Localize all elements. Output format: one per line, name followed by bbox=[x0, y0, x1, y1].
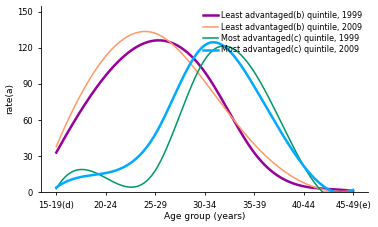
Least advantaged(b) quintile, 2009 bbox=[133, 32, 138, 35]
Least advantaged(b) quintile, 1999 bbox=[109, 67, 114, 70]
Least advantaged(b) quintile, 1999 bbox=[54, 151, 59, 154]
Most advantaged(c) quintile, 2009 bbox=[66, 179, 70, 182]
Most advantaged(c) quintile, 2009 bbox=[72, 177, 76, 180]
Y-axis label: rate(a): rate(a) bbox=[6, 84, 15, 114]
Least advantaged(b) quintile, 1999 bbox=[327, 188, 332, 190]
Line: Most advantaged(c) quintile, 1999: Most advantaged(c) quintile, 1999 bbox=[56, 46, 353, 192]
Most advantaged(c) quintile, 2009 bbox=[109, 170, 114, 173]
Most advantaged(c) quintile, 1999 bbox=[109, 180, 114, 182]
Most advantaged(c) quintile, 1999 bbox=[339, 191, 343, 194]
Least advantaged(b) quintile, 2009 bbox=[54, 145, 59, 148]
Least advantaged(b) quintile, 2009 bbox=[337, 190, 342, 193]
Most advantaged(c) quintile, 1999 bbox=[328, 191, 333, 194]
Least advantaged(b) quintile, 2009 bbox=[109, 48, 114, 51]
Least advantaged(b) quintile, 1999 bbox=[72, 120, 76, 123]
Least advantaged(b) quintile, 1999 bbox=[337, 188, 342, 191]
Most advantaged(c) quintile, 2009 bbox=[339, 191, 343, 194]
Most advantaged(c) quintile, 2009 bbox=[133, 158, 138, 161]
Most advantaged(c) quintile, 2009 bbox=[335, 191, 339, 194]
Most advantaged(c) quintile, 1999 bbox=[54, 187, 59, 190]
Least advantaged(b) quintile, 1999 bbox=[157, 39, 161, 42]
Most advantaged(c) quintile, 1999 bbox=[221, 45, 226, 47]
Least advantaged(b) quintile, 2009 bbox=[144, 30, 148, 33]
Least advantaged(b) quintile, 2009 bbox=[351, 189, 355, 192]
Line: Least advantaged(b) quintile, 2009: Least advantaged(b) quintile, 2009 bbox=[56, 32, 353, 191]
Line: Most advantaged(c) quintile, 2009: Most advantaged(c) quintile, 2009 bbox=[56, 42, 353, 192]
Least advantaged(b) quintile, 1999 bbox=[351, 190, 355, 192]
Least advantaged(b) quintile, 2009 bbox=[72, 106, 76, 109]
Most advantaged(c) quintile, 1999 bbox=[133, 185, 138, 188]
Most advantaged(c) quintile, 1999 bbox=[321, 191, 325, 194]
Most advantaged(c) quintile, 1999 bbox=[72, 170, 76, 172]
Legend: Least advantaged(b) quintile, 1999, Least advantaged(b) quintile, 2009, Most adv: Least advantaged(b) quintile, 1999, Leas… bbox=[202, 10, 364, 56]
Least advantaged(b) quintile, 1999 bbox=[66, 130, 70, 133]
Least advantaged(b) quintile, 2009 bbox=[66, 118, 70, 121]
Most advantaged(c) quintile, 1999 bbox=[66, 173, 70, 176]
X-axis label: Age group (years): Age group (years) bbox=[164, 212, 245, 222]
Most advantaged(c) quintile, 2009 bbox=[327, 188, 332, 191]
Most advantaged(c) quintile, 2009 bbox=[211, 41, 215, 44]
Most advantaged(c) quintile, 2009 bbox=[351, 189, 355, 191]
Most advantaged(c) quintile, 2009 bbox=[54, 186, 59, 189]
Least advantaged(b) quintile, 1999 bbox=[133, 46, 138, 49]
Least advantaged(b) quintile, 2009 bbox=[327, 189, 332, 192]
Most advantaged(c) quintile, 1999 bbox=[351, 189, 355, 191]
Line: Least advantaged(b) quintile, 1999: Least advantaged(b) quintile, 1999 bbox=[56, 40, 353, 191]
Least advantaged(b) quintile, 2009 bbox=[339, 190, 343, 193]
